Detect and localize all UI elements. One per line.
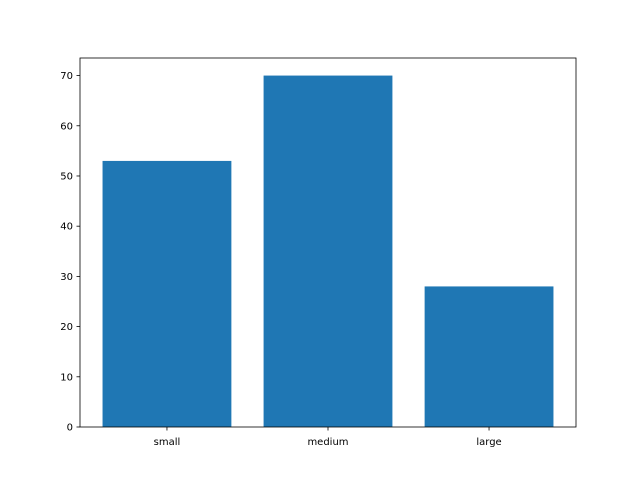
y-axis: 0 10 20 30 40 50 60 70: [60, 71, 80, 434]
y-tick-label: 70: [60, 71, 73, 82]
y-tick-label: 10: [60, 372, 73, 383]
x-tick-label: large: [476, 437, 501, 448]
y-tick-label: 0: [67, 423, 73, 434]
bar-large: [424, 286, 554, 427]
y-tick-label: 60: [60, 121, 73, 132]
y-tick-label: 50: [60, 171, 73, 182]
y-tick-label: 40: [60, 222, 73, 233]
x-tick-label: medium: [307, 437, 348, 448]
y-tick-label: 20: [60, 322, 73, 333]
x-axis: small medium large: [154, 427, 502, 448]
x-tick-label: small: [154, 437, 181, 448]
bars-group: [102, 75, 554, 428]
y-tick-label: 30: [60, 272, 73, 283]
bar-medium: [263, 75, 393, 428]
bar-small: [102, 160, 232, 427]
